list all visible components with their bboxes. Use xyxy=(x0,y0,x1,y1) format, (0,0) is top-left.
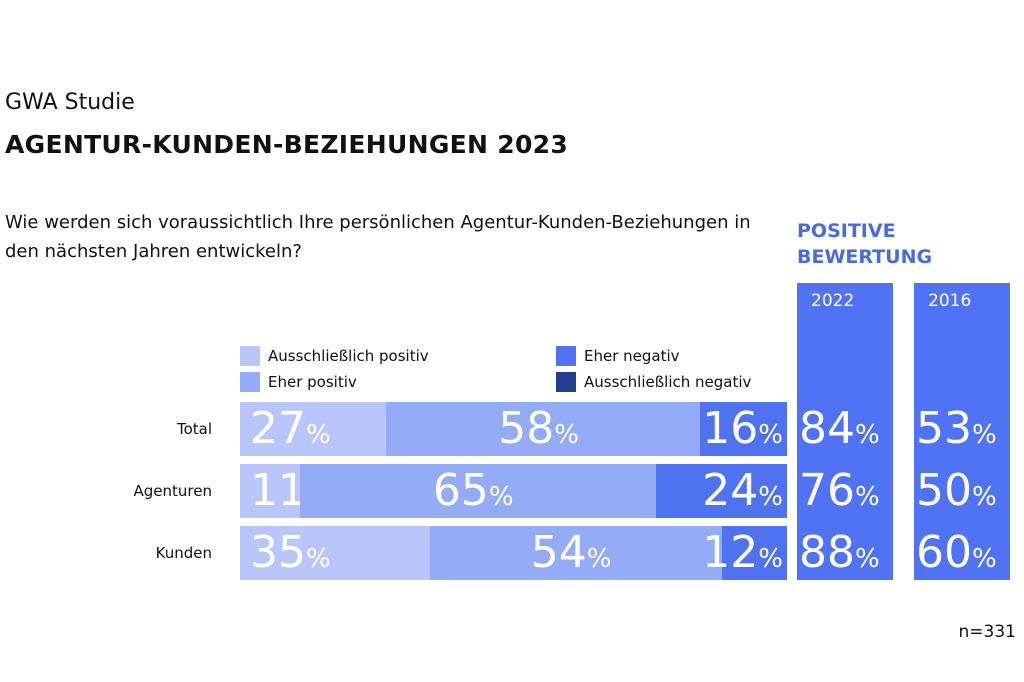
positive-rating-value: 76% xyxy=(799,465,880,516)
positive-rating-value: 53% xyxy=(916,403,997,454)
bar-segment: 58% xyxy=(386,402,701,456)
row-label: Total xyxy=(176,420,212,438)
bar-segment: 11% xyxy=(240,464,331,518)
legend-item: Eher positiv xyxy=(240,372,357,392)
positive-rating-column: 2022 84% 76% 88% xyxy=(797,283,893,580)
legend-swatch xyxy=(556,346,576,366)
bar-segment: 54% xyxy=(429,526,722,580)
row-label: Kunden xyxy=(155,544,212,562)
positive-rating-column: 2016 53% 50% 60% xyxy=(914,283,1010,580)
legend-swatch xyxy=(240,372,260,392)
data-label: 27% xyxy=(250,403,331,454)
positive-rating-line2: BEWERTUNG xyxy=(797,246,933,268)
data-label: 12% xyxy=(702,527,783,578)
positive-rating-value: 88% xyxy=(799,527,880,578)
legend-label: Eher positiv xyxy=(268,373,357,391)
bar-segment: 35% xyxy=(240,526,430,580)
positive-rating-value: 50% xyxy=(916,465,997,516)
legend-item: Ausschließlich positiv xyxy=(240,346,429,366)
positive-rating-heading: POSITIVE BEWERTUNG xyxy=(797,218,932,270)
row-label: Agenturen xyxy=(133,482,212,500)
column-year: 2016 xyxy=(928,291,972,311)
bar-segment: 24% xyxy=(655,464,787,518)
data-label: 54% xyxy=(530,527,612,578)
sample-size-note: n=331 xyxy=(958,622,1016,642)
positive-rating-line1: POSITIVE xyxy=(797,220,896,242)
data-label: 16% xyxy=(702,403,783,454)
bar-segment: 65% xyxy=(300,464,656,518)
positive-rating-value: 84% xyxy=(799,403,880,454)
bar-segment: 12% xyxy=(702,526,787,580)
chart-kicker: GWA Studie xyxy=(5,90,135,115)
data-label: 24% xyxy=(702,465,783,516)
bar-segment: 27% xyxy=(240,402,387,456)
legend-item: Eher negativ xyxy=(556,346,680,366)
legend-swatch xyxy=(240,346,260,366)
legend-label: Eher negativ xyxy=(584,347,680,365)
chart-title: AGENTUR-KUNDEN-BEZIEHUNGEN 2023 xyxy=(5,130,569,159)
column-year: 2022 xyxy=(811,291,855,311)
bar-segment: 16% xyxy=(700,402,787,456)
legend-label: Ausschließlich negativ xyxy=(584,373,752,391)
legend-item: Ausschließlich negativ xyxy=(556,372,751,392)
positive-rating-value: 60% xyxy=(916,527,997,578)
legend-swatch xyxy=(556,372,576,392)
data-label: 35% xyxy=(250,527,331,578)
data-label: 65% xyxy=(432,465,514,516)
data-label: 58% xyxy=(498,403,579,454)
legend-label: Ausschließlich positiv xyxy=(268,347,429,365)
chart-question: Wie werden sich voraussichtlich Ihre per… xyxy=(5,212,751,262)
